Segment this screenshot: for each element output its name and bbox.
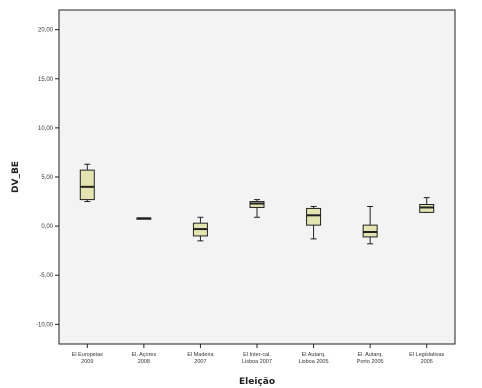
y-axis-title: DV_BE xyxy=(11,161,21,193)
y-tick-label: 10,00 xyxy=(38,126,54,132)
box-iqr xyxy=(306,207,322,226)
x-tick-label: El Legislativas 2005 xyxy=(409,352,444,365)
plot-area xyxy=(58,9,456,345)
x-tick-label-line: El Autarq. xyxy=(302,352,326,358)
box-plot-item xyxy=(362,205,378,245)
x-tick-label-line: 2007 xyxy=(194,359,206,365)
y-axis: 20,00 15,00 10,00 5,00 0,00 -5,00 -10,00 xyxy=(36,28,59,328)
x-tick-label-line: El Europeias xyxy=(72,352,103,358)
box-plot-item xyxy=(306,205,322,240)
x-tick-label: El Madeira 2007 xyxy=(187,352,214,365)
x-tick-label: El. Açores 2008 xyxy=(131,352,156,365)
x-tick-label-line: 2008 xyxy=(138,359,150,365)
box-plot-item xyxy=(419,197,435,213)
x-tick-label-line: Lisboa 2005 xyxy=(299,359,329,365)
box-iqr xyxy=(79,169,95,201)
box-plot-item xyxy=(79,163,95,203)
x-tick-label-line: El. Autarq. xyxy=(357,352,383,358)
y-tick-label: 5,00 xyxy=(41,175,53,181)
y-tick-label: -5,00 xyxy=(39,273,53,279)
boxes xyxy=(79,163,435,245)
x-tick-label-line: Lisboa 2007 xyxy=(242,359,272,365)
y-tick-label: 15,00 xyxy=(38,77,54,83)
x-axis-title: Eleição xyxy=(239,377,275,387)
y-tick-label: 0,00 xyxy=(41,224,53,230)
box-plot-item xyxy=(192,216,208,242)
x-tick-label-line: El Madeira xyxy=(187,352,214,358)
x-tick-label-line: El. Açores xyxy=(131,352,156,358)
x-tick-label-line: 2005 xyxy=(421,359,433,365)
x-tick-label-line: El Legislativas xyxy=(409,352,444,358)
y-tick-label: 20,00 xyxy=(38,28,54,34)
x-tick-label-line: Porto 2005 xyxy=(357,359,384,365)
x-tick-label: El Inter-cal. Lisboa 2007 xyxy=(242,352,272,365)
x-tick-label-line: El Inter-cal. xyxy=(243,352,271,358)
x-tick-label-line: 2009 xyxy=(81,359,93,365)
box-plot-item xyxy=(249,199,265,218)
x-tick-label: El. Autarq. Porto 2005 xyxy=(357,352,384,365)
y-tick-label: -10,00 xyxy=(36,322,54,328)
x-tick-label: El Europeias 2009 xyxy=(72,352,103,365)
x-axis: El Europeias 2009 El. Açores 2008 El Madeira… xyxy=(72,344,445,365)
x-tick-label: El Autarq. Lisboa 2005 xyxy=(299,352,329,365)
box-plot-item xyxy=(136,217,152,220)
